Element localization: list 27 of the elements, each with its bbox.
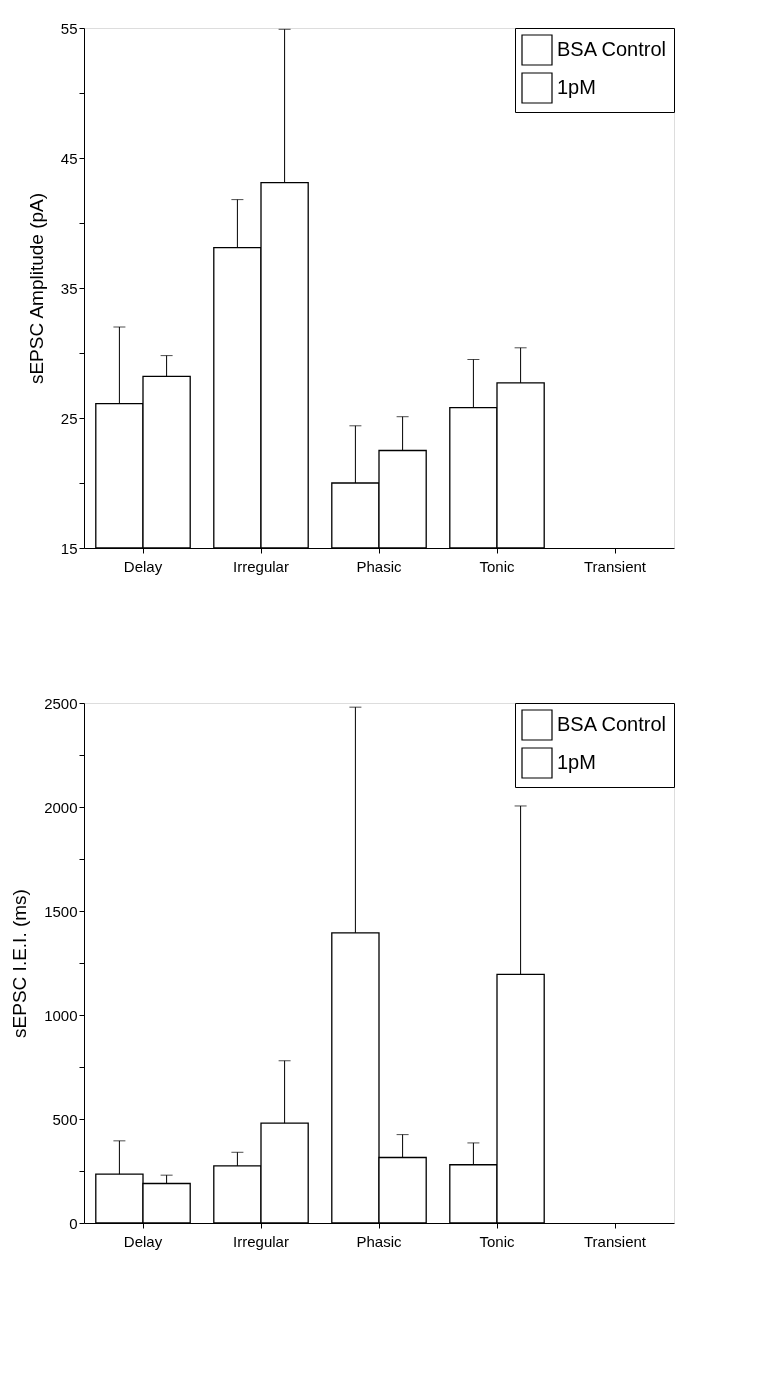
y-tick-label: 15 <box>60 539 78 557</box>
y-tick-label: 0 <box>69 1214 78 1232</box>
x-tick-label: Phasic <box>356 1232 403 1250</box>
legend-label: 1pM <box>557 76 596 98</box>
x-tick-label: Irregular <box>233 557 289 575</box>
y-tick-label: 25 <box>60 409 78 427</box>
x-tick-label: Delay <box>123 557 163 575</box>
x-tick-label: Tonic <box>479 557 515 575</box>
y-tick-label: 35 <box>60 279 78 297</box>
y-tick-label: 2500 <box>44 694 78 712</box>
y-tick-label: 500 <box>52 1110 78 1128</box>
x-tick-label: Transient <box>584 1232 647 1250</box>
legend-label: 1pM <box>557 751 596 773</box>
y-axis-title: sEPSC I.E.I. (ms) <box>9 889 31 1038</box>
y-tick-label: 1500 <box>44 902 78 920</box>
x-tick-label: Delay <box>123 1232 163 1250</box>
y-tick-label: 2000 <box>44 798 78 816</box>
x-tick-label: Transient <box>584 557 647 575</box>
y-tick-label: 55 <box>60 19 78 37</box>
x-tick-label: Irregular <box>233 1232 289 1250</box>
x-tick-label: Tonic <box>479 1232 515 1250</box>
y-axis-title: sEPSC Amplitude (pA) <box>25 192 47 385</box>
legend-label: BSA Control <box>557 713 666 735</box>
x-tick-label: Phasic <box>356 557 403 575</box>
y-tick-label: 1000 <box>44 1006 78 1024</box>
y-tick-label: 45 <box>60 149 78 167</box>
legend-label: BSA Control <box>557 38 666 60</box>
